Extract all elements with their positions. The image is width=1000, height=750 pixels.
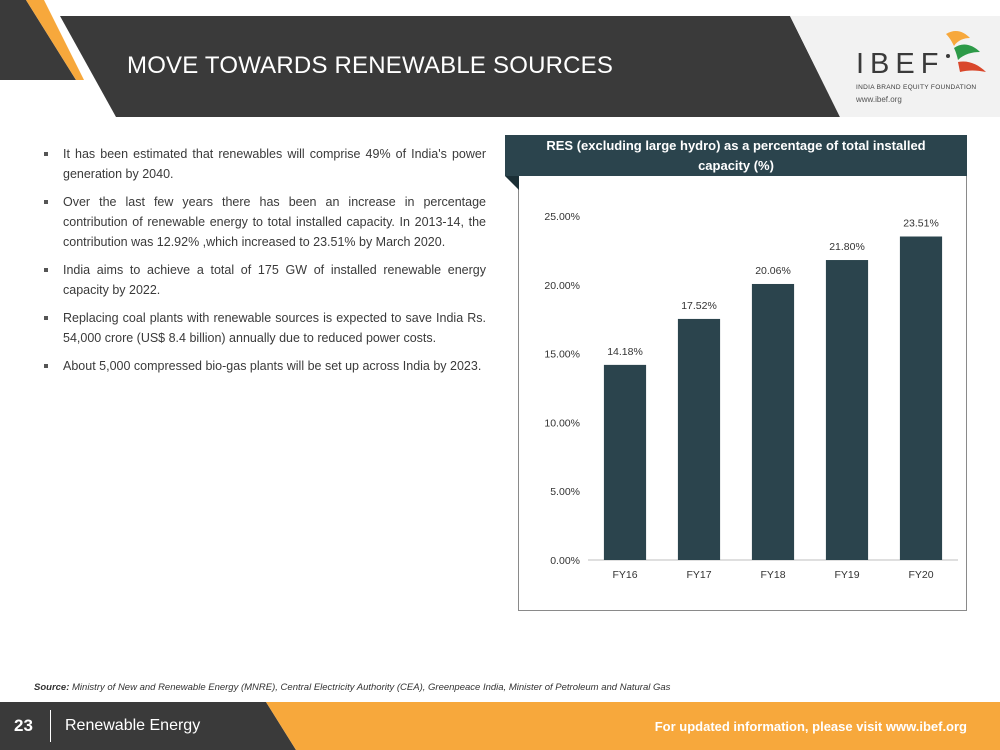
bar [899,236,943,561]
y-tick-label: 15.00% [544,349,580,361]
chart-title: RES (excluding large hydro) as a percent… [546,138,926,173]
bar-chart: 0.00% 5.00% 10.00% 15.00% 20.00% 25.00% 14.18%… [544,211,958,581]
source-text: Ministry of New and Renewable Energy (MN… [72,682,671,693]
bird-logo-icon [946,31,986,72]
x-tick-label: FY18 [760,569,785,581]
bar [825,260,869,560]
bar [677,318,721,560]
bar [751,283,795,560]
footer-banner [0,702,1000,750]
bullet-item: Over the last few years there has been a… [42,192,486,252]
footer-divider [50,710,51,742]
page-number: 23 [14,716,33,735]
data-label: 23.51% [903,218,939,230]
bullet-item: About 5,000 compressed bio-gas plants wi… [42,356,486,376]
ibef-logo: IBEF INDIA BRAND EQUITY FOUNDATION www.i… [856,26,986,108]
footer-update-link[interactable]: For updated information, please visit ww… [654,719,967,734]
chart-header-fold [505,176,519,190]
source-note: Source: Ministry of New and Renewable En… [34,682,670,693]
y-tick-label: 0.00% [550,555,580,567]
logo-url: www.ibef.org [856,95,902,104]
x-tick-label: FY19 [834,569,859,581]
x-tick-label: FY16 [612,569,637,581]
x-tick-label: FY20 [908,569,933,581]
y-tick-label: 25.00% [544,211,580,223]
y-tick-label: 20.00% [544,280,580,292]
y-tick-label: 5.00% [550,486,580,498]
logo-subtitle: INDIA BRAND EQUITY FOUNDATION [856,84,977,91]
data-label: 20.06% [755,265,791,277]
bullet-item: India aims to achieve a total of 175 GW … [42,260,486,300]
bar [603,364,647,560]
bullet-item: Replacing coal plants with renewable sou… [42,308,486,348]
bullet-item: It has been estimated that renewables wi… [42,144,486,184]
source-label: Source: [34,682,70,693]
footer-section-title: Renewable Energy [65,717,201,734]
bullet-list: It has been estimated that renewables wi… [42,144,486,384]
x-tick-label: FY17 [686,569,711,581]
data-label: 21.80% [829,241,865,253]
y-tick-label: 10.00% [544,417,580,429]
data-label: 14.18% [607,346,643,358]
chart-header-bar [505,135,967,176]
logo-wordmark: IBEF [856,48,945,80]
page-title: MOVE TOWARDS RENEWABLE SOURCES [127,52,614,79]
header-banner [0,0,1000,117]
data-label: 17.52% [681,300,717,312]
